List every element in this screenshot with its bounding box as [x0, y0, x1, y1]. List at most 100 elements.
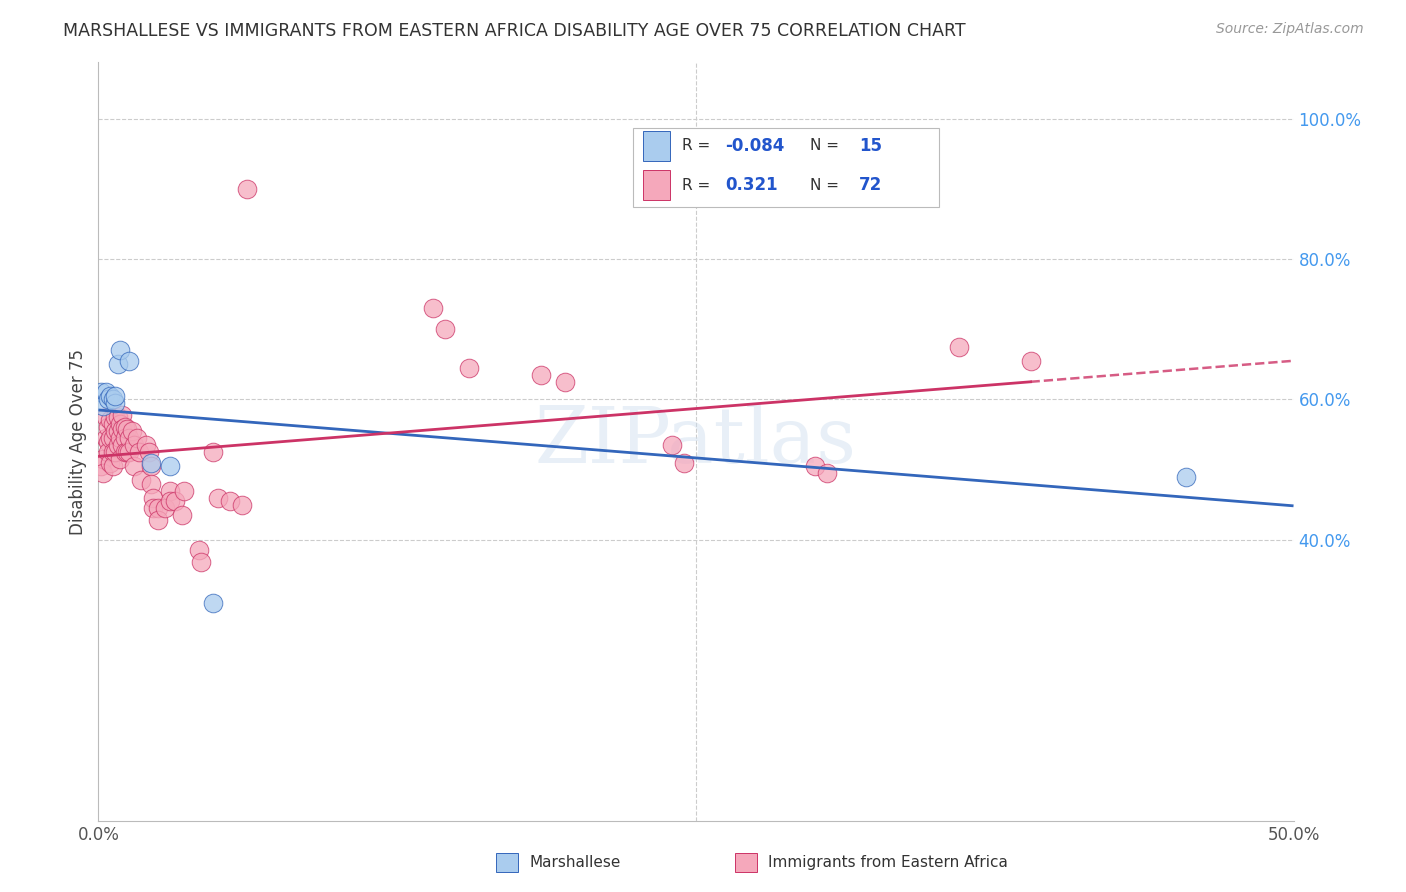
Point [235, 182, 257, 196]
Text: 15: 15 [859, 136, 882, 155]
Point [661, 438, 683, 452]
Point [673, 456, 696, 470]
Point [107, 357, 129, 371]
Point [98, 456, 122, 470]
Point [98, 389, 122, 403]
Point [115, 445, 138, 459]
Text: Source: ZipAtlas.com: Source: ZipAtlas.com [1216, 22, 1364, 37]
Point [97, 445, 120, 459]
Point [94, 409, 117, 424]
Point [124, 459, 146, 474]
Point [190, 555, 212, 569]
Point [121, 424, 143, 438]
Point [101, 417, 124, 431]
Point [142, 491, 165, 505]
Text: 72: 72 [859, 177, 883, 194]
Point [458, 360, 481, 375]
Point [90, 459, 112, 474]
Text: N =: N = [810, 178, 844, 193]
Point [104, 389, 127, 403]
Text: R =: R = [682, 178, 720, 193]
Point [97, 392, 120, 407]
Point [173, 483, 195, 498]
Point [159, 483, 181, 498]
Point [118, 431, 141, 445]
Point [108, 417, 131, 431]
Point [434, 322, 457, 336]
Point [111, 422, 134, 436]
Point [554, 375, 576, 389]
Y-axis label: Disability Age Over 75: Disability Age Over 75 [69, 349, 87, 534]
Point [115, 422, 138, 436]
Point [142, 501, 165, 516]
Point [111, 408, 134, 422]
Point [97, 434, 120, 449]
Point [114, 420, 136, 434]
Point [118, 353, 141, 368]
Point [135, 438, 157, 452]
Point [98, 431, 122, 445]
Point [804, 459, 827, 474]
Point [108, 343, 131, 358]
Point [131, 473, 153, 487]
Point [104, 409, 127, 424]
Point [94, 431, 117, 445]
Point [104, 445, 127, 459]
Point [124, 438, 146, 452]
Point [118, 445, 141, 459]
Point [108, 431, 131, 445]
Text: -0.084: -0.084 [725, 136, 785, 155]
Point [138, 445, 160, 459]
Point [202, 445, 225, 459]
Text: Marshallese: Marshallese [529, 855, 620, 870]
Text: MARSHALLESE VS IMMIGRANTS FROM EASTERN AFRICA DISABILITY AGE OVER 75 CORRELATION: MARSHALLESE VS IMMIGRANTS FROM EASTERN A… [63, 22, 966, 40]
Point [172, 508, 194, 523]
Point [128, 445, 150, 459]
Point [107, 424, 129, 438]
Point [104, 396, 127, 410]
Point [202, 596, 225, 610]
Point [948, 340, 970, 354]
Point [107, 438, 129, 452]
Text: ZIPatlas: ZIPatlas [534, 404, 858, 479]
Text: Immigrants from Eastern Africa: Immigrants from Eastern Africa [768, 855, 1008, 870]
Point [219, 494, 242, 508]
Point [148, 501, 170, 516]
Point [101, 431, 124, 445]
Point [1175, 469, 1198, 483]
Point [97, 420, 120, 434]
Point [91, 452, 114, 467]
Point [91, 466, 114, 480]
Point [530, 368, 553, 382]
Point [90, 385, 112, 400]
Text: 0.321: 0.321 [725, 177, 778, 194]
Text: N =: N = [810, 138, 844, 153]
Point [101, 445, 124, 459]
Text: R =: R = [682, 138, 716, 153]
Point [107, 409, 129, 424]
Point [104, 424, 127, 438]
Point [159, 494, 181, 508]
Point [231, 498, 253, 512]
Point [139, 456, 162, 470]
Point [1019, 353, 1042, 368]
Point [139, 476, 162, 491]
Point [114, 431, 136, 445]
Point [155, 501, 177, 516]
Point [98, 413, 122, 427]
Point [94, 385, 117, 400]
Point [101, 459, 124, 474]
Point [111, 438, 134, 452]
Point [101, 392, 124, 407]
Point [815, 466, 838, 480]
Point [139, 459, 162, 474]
Point [163, 494, 186, 508]
Point [91, 400, 114, 414]
Point [148, 513, 170, 527]
Point [187, 543, 209, 558]
Point [114, 445, 136, 459]
Point [108, 452, 131, 467]
Point [159, 459, 181, 474]
Point [125, 431, 148, 445]
Point [422, 301, 444, 315]
